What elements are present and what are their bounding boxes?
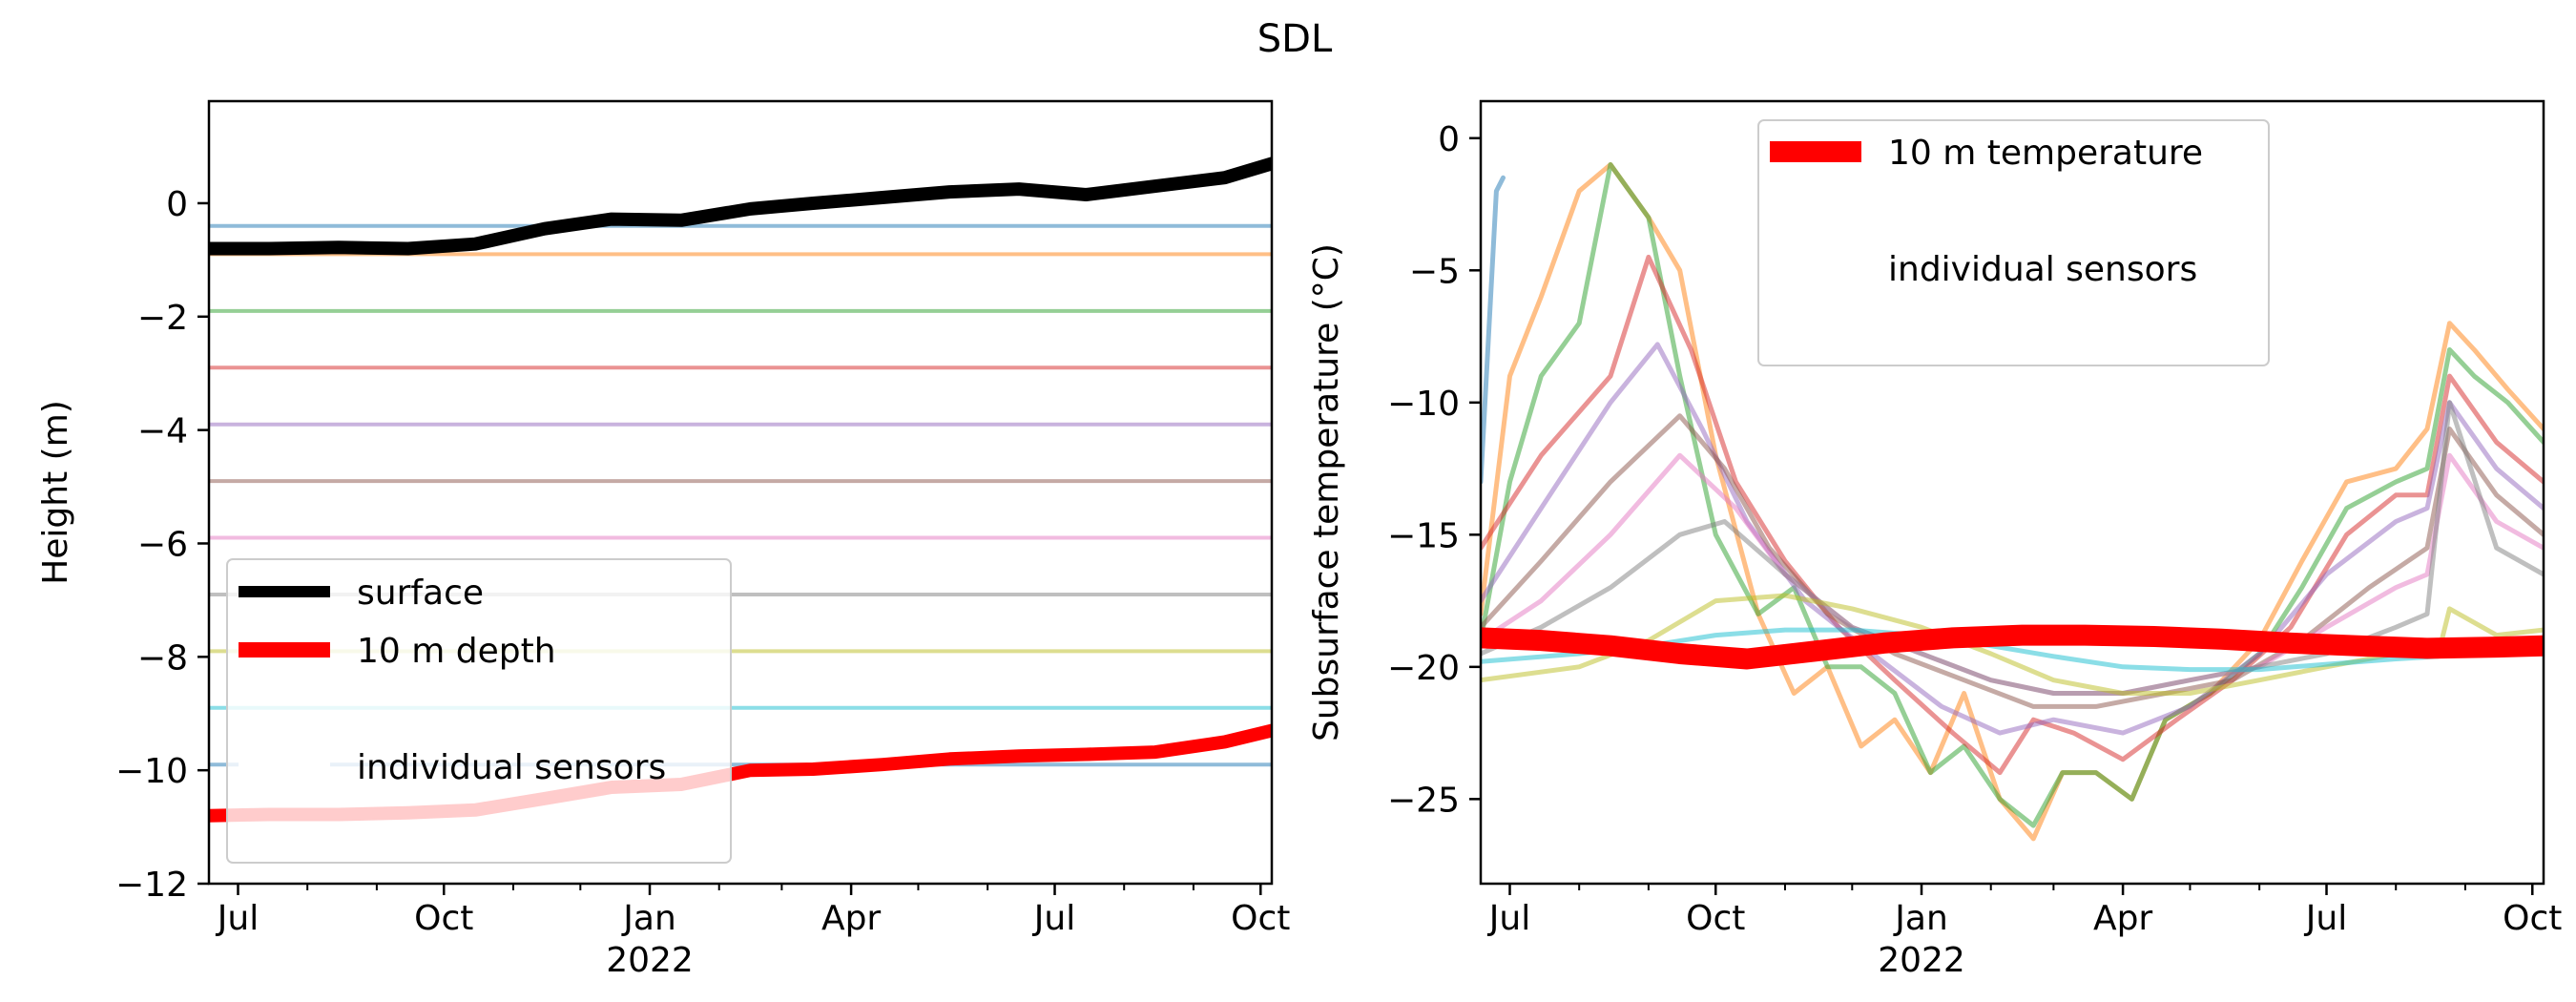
x-tick-label: Oct bbox=[1686, 899, 1745, 938]
x-tick-label: Oct bbox=[2503, 899, 2562, 938]
y-tick-label: −10 bbox=[1387, 385, 1460, 424]
temperature-axes-frame bbox=[1479, 99, 2545, 886]
x-tick-year-label: 2022 bbox=[606, 941, 694, 980]
height-y-axis-label: Height (m) bbox=[36, 400, 75, 585]
y-tick-label: −5 bbox=[1409, 252, 1460, 291]
x-tick-label: Jul bbox=[1487, 899, 1530, 938]
x-tick-label: Jul bbox=[1032, 899, 1075, 938]
sensor-temperature-series bbox=[1481, 400, 2544, 696]
legend-box bbox=[226, 558, 732, 864]
temperature-series-10-m-temperature bbox=[1481, 624, 2544, 670]
height-axes-frame bbox=[207, 99, 1274, 886]
x-tick-label: Jan bbox=[1893, 899, 1948, 938]
legend-label: 10 m depth bbox=[357, 632, 556, 671]
legend-box bbox=[1757, 119, 2270, 366]
sensor-temperature-series bbox=[1481, 342, 2544, 736]
x-tick-year-label: 2022 bbox=[1878, 941, 1965, 980]
x-tick-label: Oct bbox=[414, 899, 473, 938]
x-tick-label: Oct bbox=[1231, 899, 1290, 938]
legend-label: individual sensors bbox=[357, 748, 666, 787]
figure-title: SDL bbox=[1257, 17, 1333, 61]
temperature-legend: 10 m temperature individual sensors bbox=[1757, 119, 2270, 366]
height-series-surface bbox=[209, 157, 1272, 256]
y-tick-label: −2 bbox=[137, 299, 188, 338]
temperature-y-axis-label: Subsurface temperature (°C) bbox=[1307, 243, 1346, 741]
y-tick-label: −25 bbox=[1387, 781, 1460, 820]
sensor-temperature-series bbox=[1481, 413, 2544, 709]
x-tick-label: Jul bbox=[216, 899, 259, 938]
y-tick-label: 0 bbox=[166, 185, 188, 224]
y-tick-label: −8 bbox=[137, 638, 188, 678]
y-tick-label: −12 bbox=[115, 866, 188, 905]
y-tick-label: −15 bbox=[1387, 516, 1460, 555]
y-tick-label: −4 bbox=[137, 412, 188, 451]
temperature-plot-area bbox=[1481, 162, 2544, 842]
sensor-temperature-series bbox=[1481, 254, 2544, 776]
x-tick-label: Jul bbox=[2304, 899, 2347, 938]
y-tick-label: −20 bbox=[1387, 649, 1460, 688]
y-tick-label: 0 bbox=[1438, 120, 1460, 159]
y-tick-label: −6 bbox=[137, 525, 188, 564]
y-tick-label: −10 bbox=[115, 752, 188, 791]
legend-label: 10 m temperature bbox=[1888, 134, 2203, 173]
x-tick-label: Jan bbox=[621, 899, 676, 938]
legend-label: surface bbox=[357, 574, 484, 613]
height-legend: surface 10 m depth individual sensors bbox=[226, 558, 732, 864]
sensor-temperature-series bbox=[1481, 175, 1506, 485]
sensor-temperature-series bbox=[1481, 162, 2544, 828]
x-tick-label: Apr bbox=[2093, 899, 2152, 938]
x-tick-label: Apr bbox=[821, 899, 881, 938]
legend-label: individual sensors bbox=[1888, 250, 2197, 289]
